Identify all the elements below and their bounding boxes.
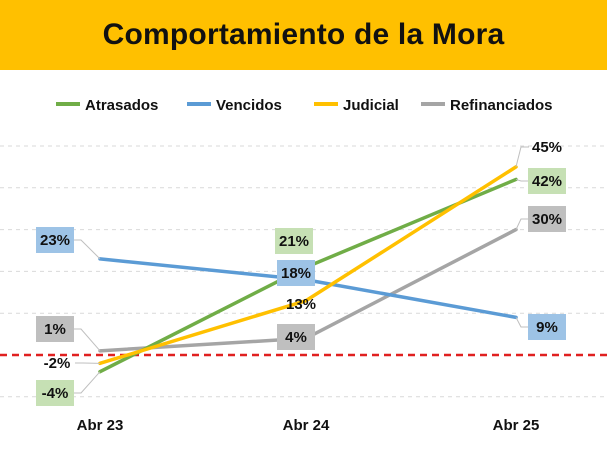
data-label-box <box>277 324 315 350</box>
title-band: Comportamiento de la Mora <box>0 0 607 70</box>
data-label: 42% <box>532 173 562 190</box>
leader-line <box>515 146 529 168</box>
leader-line <box>73 371 101 394</box>
data-label-box <box>36 227 74 253</box>
data-label-box <box>277 260 315 286</box>
data-label-box <box>528 168 566 194</box>
x-tick-label: Abr 25 <box>493 417 540 434</box>
data-label: 30% <box>532 211 562 228</box>
chart-title: Comportamiento de la Mora <box>102 18 505 51</box>
data-label: 21% <box>279 233 309 250</box>
leader-line <box>73 239 101 260</box>
data-label: 4% <box>285 329 307 346</box>
data-label: 18% <box>281 265 311 282</box>
data-label: 9% <box>536 319 558 336</box>
data-label: -2% <box>44 355 71 372</box>
data-label: 23% <box>40 232 70 249</box>
legend-label: Vencidos <box>216 97 282 114</box>
x-tick-label: Abr 24 <box>283 417 330 434</box>
data-label: -4% <box>42 385 69 402</box>
x-tick-label: Abr 23 <box>77 417 124 434</box>
data-label: 45% <box>532 139 562 156</box>
leader-line <box>515 218 529 230</box>
legend-label: Judicial <box>343 97 399 114</box>
data-label-box <box>528 314 566 340</box>
data-label: 13% <box>286 296 316 313</box>
leader-line <box>515 178 529 182</box>
legend-label: Atrasados <box>85 97 158 114</box>
data-label-box <box>36 380 74 406</box>
data-label-box <box>36 316 74 342</box>
data-label: 1% <box>44 321 66 338</box>
leader-line <box>515 317 529 328</box>
series-line <box>98 165 518 366</box>
data-label-box <box>275 228 313 254</box>
legend-label: Refinanciados <box>450 97 553 114</box>
data-label-box <box>528 206 566 232</box>
leader-line <box>73 328 101 352</box>
